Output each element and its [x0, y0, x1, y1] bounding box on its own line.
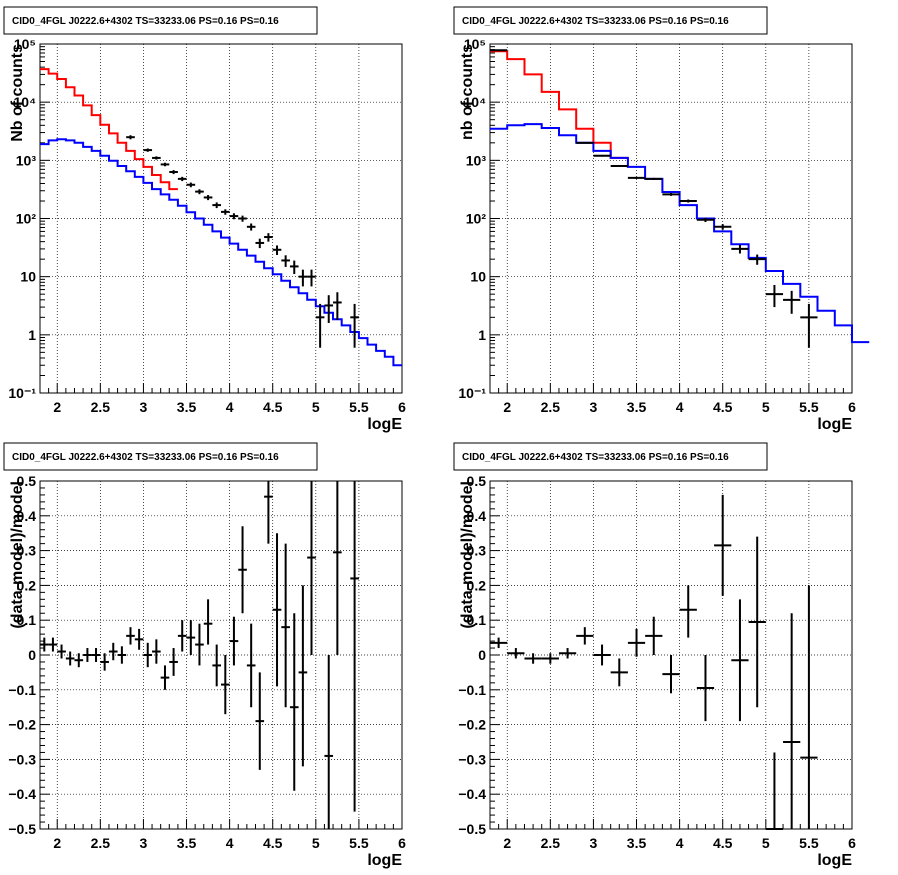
title-box: [453, 442, 768, 471]
y-tick-label: −0.2: [458, 717, 486, 733]
y-axis-label: (data-model)/model: [459, 481, 476, 629]
x-axis-label: logE: [367, 852, 402, 869]
y-tick-label: 1: [28, 327, 36, 343]
y-tick-label: 10⁻¹: [458, 385, 486, 401]
chart-panel-2: 2 2.5 3 3.5 4 4.5 5 5.5 6 10⁻¹ 1 10 10² 10³ 10⁴ 10⁵ logE…: [453, 6, 870, 433]
x-tick-label: 5: [762, 399, 770, 415]
y-tick-label: 0.4: [17, 508, 37, 524]
x-tick-label: 6: [848, 835, 856, 851]
y-axis-label: (data-model)/model: [9, 481, 26, 629]
y-tick-label: 10³: [466, 152, 487, 168]
x-tick-label: 4: [226, 835, 234, 851]
y-tick-label: 1: [478, 327, 486, 343]
x-axis-label: logE: [367, 416, 402, 433]
y-tick-label: 10⁴: [14, 94, 37, 110]
x-tick-label: 5: [312, 835, 320, 851]
y-tick-label: 10⁴: [464, 94, 487, 110]
x-tick-label: 6: [398, 835, 406, 851]
chart-title: CID0_4FGL J0222.6+4302 TS=33233.06 PS=0.…: [462, 16, 729, 27]
x-tick-label: 2.5: [541, 399, 561, 415]
source-model-histogram: [40, 138, 402, 367]
x-tick-label: 2: [53, 399, 61, 415]
x-tick-label: 3: [590, 399, 598, 415]
y-tick-label: 0.5: [17, 473, 37, 489]
y-tick-label: 0.1: [17, 612, 37, 628]
y-tick-label: 10: [20, 269, 36, 285]
y-tick-label: 0: [478, 647, 486, 663]
y-tick-label: −0.4: [458, 786, 486, 802]
y-axis-label: Nb of counts: [9, 44, 26, 142]
x-tick-label: 2: [503, 835, 511, 851]
x-tick-label: 2.5: [91, 835, 111, 851]
x-tick-label: 6: [848, 399, 856, 415]
x-tick-label: 3.5: [627, 399, 647, 415]
x-tick-label: 4: [226, 399, 234, 415]
y-tick-label: 0.3: [467, 543, 487, 559]
chart-panel-1: 2 2.5 3 3.5 4 4.5 5 5.5 6 10⁻¹ 1 10 10² 10³ 10⁴ 10⁵ logE…: [3, 6, 406, 433]
chart-title: CID0_4FGL J0222.6+4302 TS=33233.06 PS=0.…: [12, 452, 279, 463]
x-tick-label: 5.5: [349, 835, 369, 851]
y-tick-label: 10: [470, 269, 486, 285]
y-tick-label: −0.3: [458, 751, 486, 767]
x-tick-label: 2.5: [541, 835, 561, 851]
chart-panel-4: 2 2.5 3 3.5 4 4.5 5 5.5 6 −0.5 −0.4 −0.3 −0.2 −0.1 0 0.…: [453, 442, 856, 869]
x-tick-label: 4.5: [263, 399, 283, 415]
y-tick-label: −0.1: [8, 682, 36, 698]
source-model-histogram: [490, 123, 870, 344]
y-tick-label: 10²: [466, 211, 487, 227]
y-tick-label: −0.5: [8, 821, 36, 837]
y-tick-label: −0.5: [458, 821, 486, 837]
y-tick-label: 0.2: [467, 577, 487, 593]
x-axis-label: logE: [817, 852, 852, 869]
x-tick-label: 2: [53, 835, 61, 851]
y-tick-label: 10³: [16, 152, 37, 168]
y-tick-label: −0.1: [458, 682, 486, 698]
x-tick-label: 5: [312, 399, 320, 415]
chart-title: CID0_4FGL J0222.6+4302 TS=33233.06 PS=0.…: [462, 452, 729, 463]
y-tick-label: 0.2: [17, 577, 37, 593]
x-tick-label: 2: [503, 399, 511, 415]
x-tick-label: 3: [140, 835, 148, 851]
y-tick-label: −0.2: [8, 717, 36, 733]
x-tick-label: 6: [398, 399, 406, 415]
x-tick-label: 4.5: [263, 835, 283, 851]
chart-panel-3: 2 2.5 3 3.5 4 4.5 5 5.5 6 −0.5 −0.4 −0.3 −0.2 −0.1 0 0.…: [3, 442, 406, 869]
x-tick-label: 4.5: [713, 835, 733, 851]
total-model-histogram: [40, 68, 178, 191]
x-tick-label: 5: [762, 835, 770, 851]
y-tick-label: 0: [28, 647, 36, 663]
title-box: [3, 442, 318, 471]
x-tick-label: 4: [676, 835, 684, 851]
y-tick-label: −0.4: [8, 786, 36, 802]
y-tick-label: −0.3: [8, 751, 36, 767]
y-tick-label: 10²: [16, 211, 37, 227]
x-tick-label: 3.5: [627, 835, 647, 851]
y-tick-label: 0.1: [467, 612, 487, 628]
y-tick-label: 0.5: [467, 473, 487, 489]
chart-title: CID0_4FGL J0222.6+4302 TS=33233.06 PS=0.…: [12, 16, 279, 27]
y-axis-label: nb of counts: [459, 44, 476, 140]
x-tick-label: 2.5: [91, 399, 111, 415]
y-tick-label: 0.4: [467, 508, 487, 524]
title-box: [3, 6, 318, 35]
x-tick-label: 4.5: [713, 399, 733, 415]
x-tick-label: 5.5: [799, 835, 819, 851]
y-tick-label: 0.3: [17, 543, 37, 559]
y-tick-label: 10⁵: [464, 36, 486, 52]
x-tick-label: 3.5: [177, 835, 197, 851]
title-box: [453, 6, 768, 35]
x-tick-label: 5.5: [349, 399, 369, 415]
total-model-histogram: [490, 50, 628, 159]
x-tick-label: 3: [590, 835, 598, 851]
x-axis-label: logE: [817, 416, 852, 433]
y-tick-label: 10⁻¹: [8, 385, 36, 401]
y-tick-label: 10⁵: [14, 36, 36, 52]
x-tick-label: 4: [676, 399, 684, 415]
x-tick-label: 3: [140, 399, 148, 415]
x-tick-label: 3.5: [177, 399, 197, 415]
x-tick-label: 5.5: [799, 399, 819, 415]
